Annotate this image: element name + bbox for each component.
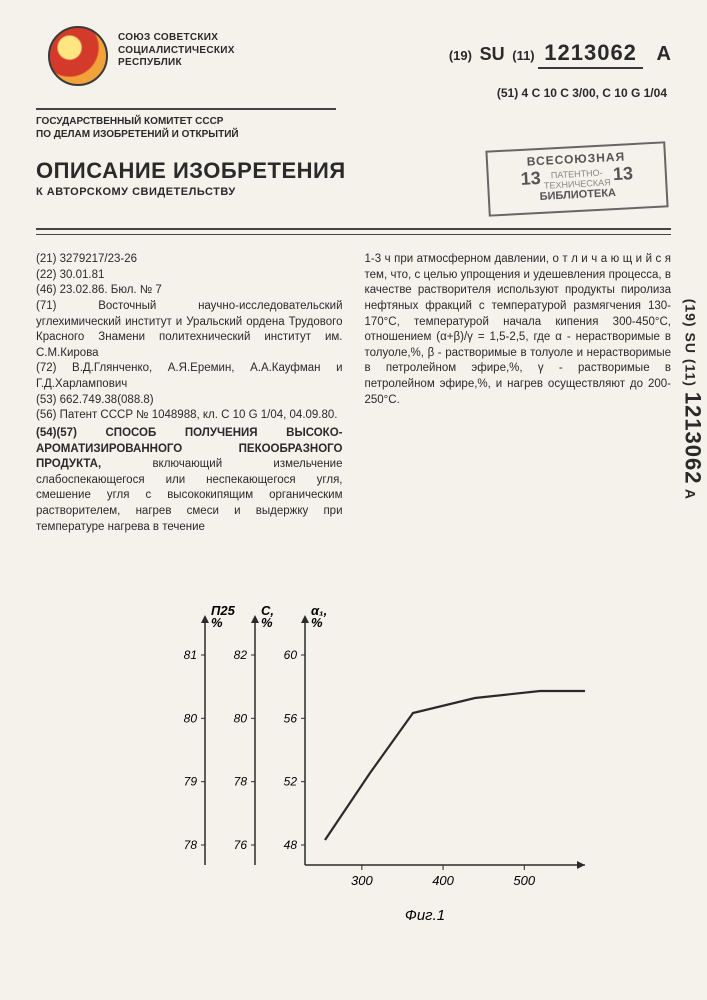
svg-text:79: 79 bbox=[184, 775, 198, 789]
field-56: (56) Патент СССР № 1048988, кл. С 10 G 1… bbox=[36, 408, 343, 424]
svg-text:56: 56 bbox=[284, 711, 298, 725]
svg-text:%: % bbox=[261, 615, 273, 630]
svg-text:52: 52 bbox=[284, 775, 298, 789]
svg-text:400: 400 bbox=[432, 873, 454, 888]
side-prefix: (19) bbox=[682, 299, 698, 328]
committee-line: ПО ДЕЛАМ ИЗОБРЕТЕНИЙ И ОТКРЫТИЙ bbox=[36, 129, 239, 142]
right-column: 1-3 ч при атмосферном давлении, о т л и … bbox=[365, 252, 672, 535]
library-stamp: ВСЕСОЮЗНАЯ 13 ПАТЕНТНО- ТЕХНИЧЕСКАЯ 13 Б… bbox=[485, 141, 668, 216]
stamp-right-num: 13 bbox=[612, 163, 633, 185]
ipc-codes: С 10 С 3/00, С 10 G 1/04 bbox=[532, 86, 667, 100]
svg-text:Фиг.1: Фиг.1 bbox=[405, 907, 445, 924]
field-22: (22) 30.01.81 bbox=[36, 268, 343, 284]
doc-number: 1213062 bbox=[538, 40, 643, 69]
svg-text:78: 78 bbox=[234, 775, 248, 789]
stamp-left-num: 13 bbox=[520, 168, 541, 190]
title-block: ОПИСАНИЕ ИЗОБРЕТЕНИЯ К АВТОРСКОМУ СВИДЕТ… bbox=[36, 158, 346, 198]
divider bbox=[36, 108, 336, 110]
svg-text:300: 300 bbox=[351, 873, 373, 888]
field-46: (46) 23.02.86. Бюл. № 7 bbox=[36, 283, 343, 299]
field-72: (72) В.Д.Глянченко, А.Я.Еремин, А.А.Кауф… bbox=[36, 361, 343, 392]
union-name: СОЮЗ СОВЕТСКИХ СОЦИАЛИСТИЧЕСКИХ РЕСПУБЛИ… bbox=[118, 32, 235, 70]
prefix-19: (19) bbox=[449, 48, 472, 63]
doc-title: ОПИСАНИЕ ИЗОБРЕТЕНИЯ bbox=[36, 158, 346, 184]
publication-id: (19) SU (11) 1213062 A bbox=[449, 40, 671, 69]
field-53: (53) 662.749.38(088.8) bbox=[36, 393, 343, 409]
left-column: (21) 3279217/23-26 (22) 30.01.81 (46) 23… bbox=[36, 252, 343, 535]
union-line: СОЮЗ СОВЕТСКИХ bbox=[118, 32, 235, 45]
ipc-classification: (51) 4 С 10 С 3/00, С 10 G 1/04 bbox=[497, 86, 667, 100]
svg-text:%: % bbox=[311, 615, 323, 630]
state-emblem bbox=[48, 26, 108, 86]
field-71: (71) Восточный научно-исследовательский … bbox=[36, 299, 343, 362]
bibliographic-columns: (21) 3279217/23-26 (22) 30.01.81 (46) 23… bbox=[36, 252, 671, 535]
svg-text:82: 82 bbox=[234, 648, 248, 662]
side-mid: (11) bbox=[682, 359, 698, 387]
side-kind: A bbox=[682, 489, 698, 500]
svg-text:76: 76 bbox=[234, 838, 248, 852]
chart-svg: П25%78798081C,%76788082α₁,%4852566030040… bbox=[165, 595, 585, 935]
field-54-57-body-cont: 1-3 ч при атмосферном давлении, о т л и … bbox=[365, 252, 672, 408]
divider bbox=[36, 234, 671, 235]
prefix-11: (11) bbox=[512, 48, 534, 63]
side-su: SU bbox=[682, 332, 698, 353]
union-line: СОЦИАЛИСТИЧЕСКИХ bbox=[118, 45, 235, 58]
field-21: (21) 3279217/23-26 bbox=[36, 252, 343, 268]
doc-subtitle: К АВТОРСКОМУ СВИДЕТЕЛЬСТВУ bbox=[36, 186, 346, 198]
side-publication-id: (19) SU (11) 1213062 A bbox=[679, 299, 705, 500]
divider bbox=[36, 228, 671, 230]
svg-text:48: 48 bbox=[284, 838, 298, 852]
svg-text:81: 81 bbox=[184, 648, 197, 662]
svg-text:60: 60 bbox=[284, 648, 298, 662]
committee-line: ГОСУДАРСТВЕННЫЙ КОМИТЕТ СССР bbox=[36, 116, 239, 129]
committee-name: ГОСУДАРСТВЕННЫЙ КОМИТЕТ СССР ПО ДЕЛАМ ИЗ… bbox=[36, 116, 239, 141]
svg-text:%: % bbox=[211, 615, 223, 630]
figure-1-chart: П25%78798081C,%76788082α₁,%4852566030040… bbox=[165, 595, 585, 935]
country-code: SU bbox=[480, 44, 505, 64]
svg-text:80: 80 bbox=[184, 711, 198, 725]
svg-text:500: 500 bbox=[513, 873, 535, 888]
svg-text:80: 80 bbox=[234, 711, 248, 725]
side-number: 1213062 bbox=[680, 392, 705, 485]
ipc-prefix: (51) 4 bbox=[497, 86, 528, 100]
svg-text:78: 78 bbox=[184, 838, 198, 852]
union-line: РЕСПУБЛИК bbox=[118, 57, 235, 70]
kind-code: A bbox=[657, 43, 671, 65]
